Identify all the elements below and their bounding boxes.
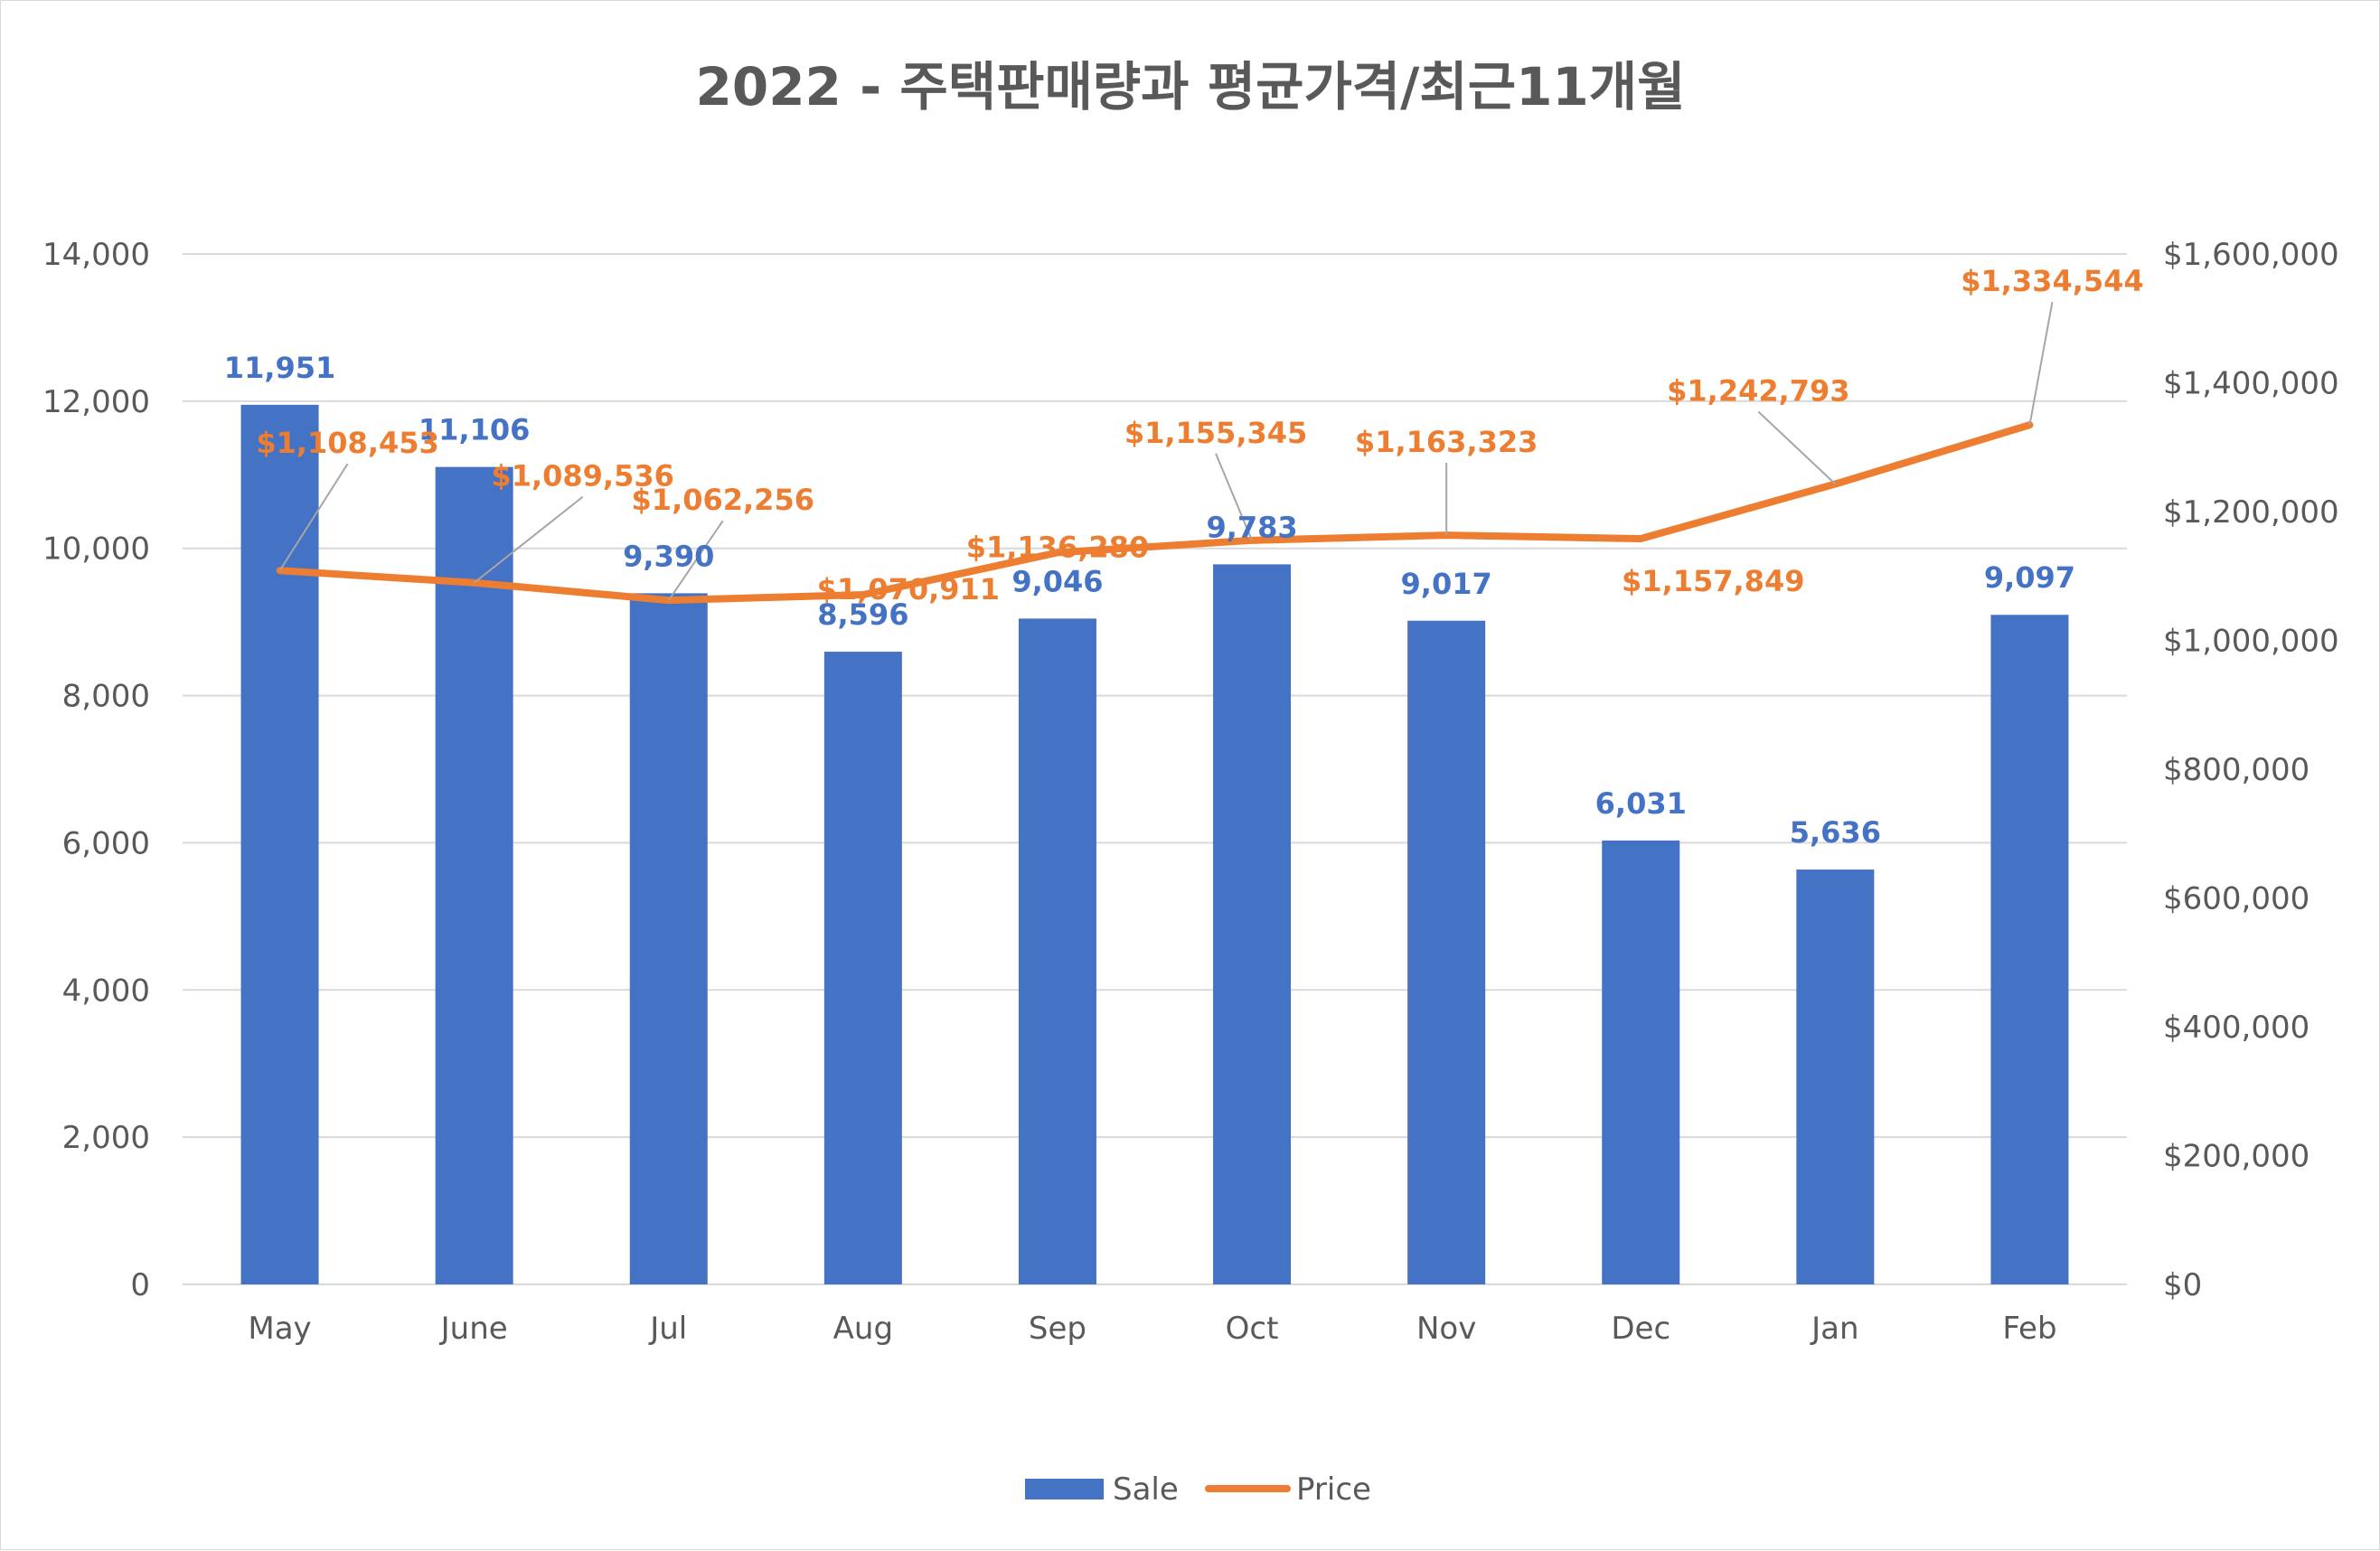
sale-bar — [240, 404, 319, 1284]
right-tick-label: $1,000,000 — [2163, 624, 2339, 660]
sale-data-label: 6,031 — [1595, 786, 1687, 821]
category-label: Jul — [648, 1311, 687, 1347]
category-label: Oct — [1226, 1311, 1279, 1347]
left-tick-label: 4,000 — [62, 973, 150, 1009]
chart-title: 2022 - 주택판매량과 평균가격/최근11개월 — [695, 56, 1685, 118]
category-label: Dec — [1611, 1311, 1670, 1347]
price-data-label: $1,062,256 — [632, 483, 814, 517]
leader-line — [278, 463, 349, 571]
left-tick-label: 8,000 — [62, 679, 150, 715]
price-data-label: $1,157,849 — [1622, 564, 1804, 598]
legend: Sale Price — [1025, 1471, 1371, 1508]
right-tick-label: $1,200,000 — [2163, 494, 2339, 531]
category-label: Jan — [1810, 1311, 1858, 1347]
category-label: Aug — [833, 1311, 893, 1347]
sale-bar — [1407, 620, 1486, 1284]
left-tick-label: 6,000 — [62, 825, 150, 861]
sale-data-label: 9,783 — [1206, 510, 1297, 544]
price-data-label: $1,155,345 — [1124, 416, 1307, 450]
price-line-group — [276, 421, 2034, 605]
price-data-label: $1,108,453 — [256, 426, 438, 460]
sale-bar — [1990, 615, 2069, 1284]
right-tick-label: $200,000 — [2163, 1139, 2309, 1175]
category-label: May — [248, 1311, 311, 1347]
sale-bar — [823, 652, 902, 1284]
sale-data-label: 5,636 — [1790, 815, 1881, 850]
sale-bar — [1602, 840, 1680, 1284]
price-line — [276, 421, 2034, 605]
sale-data-label: 8,596 — [817, 597, 908, 632]
price-data-labels: $1,108,453 $1,089,536$1,062,256 $1,070,911… — [256, 264, 2143, 606]
right-tick-label: $1,400,000 — [2163, 366, 2339, 402]
price-data-label: $1,070,911 — [817, 572, 1000, 606]
right-tick-label: $600,000 — [2163, 881, 2309, 917]
legend-price-label: Price — [1296, 1471, 1371, 1508]
category-axis: May June Jul Aug Sep Oct Nov Dec Jan Feb — [248, 1311, 2056, 1347]
category-label: June — [439, 1311, 508, 1347]
sale-data-label: 9,390 — [623, 539, 714, 573]
leader-line — [1215, 453, 1253, 541]
right-tick-label: $1,600,000 — [2163, 237, 2339, 273]
right-tick-label: $800,000 — [2163, 752, 2309, 788]
price-data-label: $1,334,544 — [1961, 264, 2143, 298]
right-tick-label: $400,000 — [2163, 1010, 2309, 1046]
category-label: Nov — [1416, 1311, 1476, 1347]
sale-data-label: 11,106 — [419, 413, 530, 447]
sale-bar — [1213, 564, 1292, 1284]
price-data-label: $1,242,793 — [1667, 374, 1849, 409]
leader-lines — [278, 301, 2054, 601]
left-tick-label: 2,000 — [62, 1120, 150, 1156]
sale-bars — [240, 404, 2069, 1284]
price-data-label: $1,089,536 — [491, 459, 673, 494]
sale-bar — [435, 466, 513, 1284]
sale-data-label: 9,017 — [1401, 567, 1492, 601]
left-tick-label: 0 — [130, 1267, 150, 1303]
sale-data-label: 11,951 — [224, 351, 335, 385]
category-label: Feb — [2002, 1311, 2056, 1347]
sale-bar — [1796, 870, 1875, 1284]
price-data-label: $1,163,323 — [1355, 425, 1538, 459]
legend-sale-swatch — [1025, 1479, 1104, 1499]
sale-data-label: 9,046 — [1011, 564, 1103, 598]
sale-data-label: 9,097 — [1984, 560, 2075, 595]
sale-bar — [629, 593, 708, 1284]
left-tick-label: 10,000 — [42, 531, 150, 568]
left-axis: 0 2,000 4,000 6,000 8,000 10,000 12,000 14,000 — [42, 237, 150, 1303]
leader-line — [2028, 301, 2054, 426]
leader-line — [1757, 410, 1837, 485]
left-tick-label: 12,000 — [42, 384, 150, 420]
sale-bar — [1018, 618, 1096, 1284]
category-label: Sep — [1029, 1311, 1087, 1347]
sale-data-labels: 11,951 11,106 9,390 8,596 9,046 9,783 9,017 6,0… — [224, 351, 2075, 850]
right-tick-label: $0 — [2163, 1267, 2202, 1303]
leader-line — [474, 495, 584, 584]
leader-line — [667, 520, 724, 601]
right-axis: $0 $200,000 $400,000 $600,000 $800,000 $1,000… — [2163, 237, 2339, 1303]
left-tick-label: 14,000 — [42, 237, 150, 273]
price-data-label: $1,136,280 — [966, 530, 1149, 564]
legend-sale-label: Sale — [1113, 1471, 1179, 1508]
